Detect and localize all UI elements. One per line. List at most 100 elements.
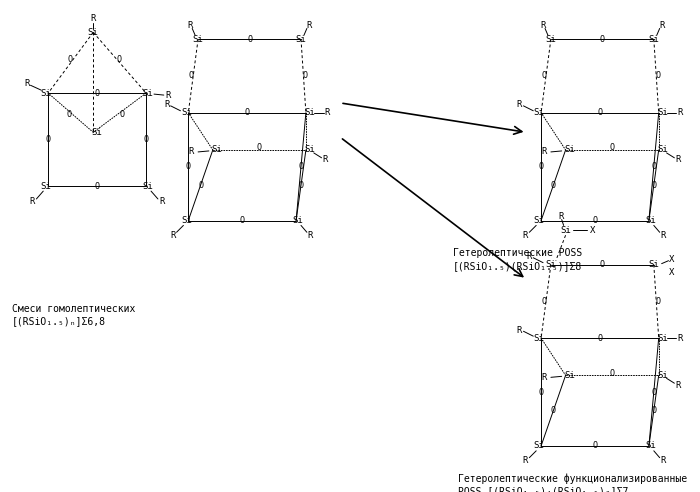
Text: Si: Si bbox=[645, 216, 656, 225]
Text: O: O bbox=[597, 334, 603, 342]
Text: R: R bbox=[523, 456, 528, 465]
Text: O: O bbox=[651, 388, 657, 397]
Text: O: O bbox=[247, 35, 252, 44]
Text: X: X bbox=[590, 226, 596, 235]
Text: Si: Si bbox=[181, 108, 192, 117]
Text: Si: Si bbox=[143, 89, 153, 97]
Text: R: R bbox=[517, 326, 522, 335]
Text: Si: Si bbox=[304, 108, 315, 117]
Text: Si: Si bbox=[41, 89, 52, 97]
Text: Si: Si bbox=[181, 216, 192, 225]
Text: O: O bbox=[257, 144, 262, 153]
Text: O: O bbox=[189, 71, 194, 81]
Text: Si: Si bbox=[645, 441, 656, 450]
Text: R: R bbox=[170, 231, 175, 240]
Text: O: O bbox=[610, 369, 615, 378]
Text: O: O bbox=[651, 162, 657, 171]
Text: R: R bbox=[541, 373, 547, 382]
Text: R: R bbox=[541, 148, 547, 156]
Text: Si: Si bbox=[534, 216, 545, 225]
Text: R: R bbox=[660, 456, 665, 465]
Text: R: R bbox=[540, 21, 546, 30]
Text: Si: Si bbox=[657, 146, 668, 154]
Text: O: O bbox=[542, 297, 547, 306]
Text: O: O bbox=[94, 182, 99, 191]
Text: O: O bbox=[538, 162, 544, 171]
Text: Si: Si bbox=[88, 28, 99, 37]
Text: Si: Si bbox=[41, 182, 52, 191]
Text: Si: Si bbox=[545, 260, 557, 269]
Text: O: O bbox=[651, 181, 657, 190]
Text: O: O bbox=[298, 181, 304, 190]
Text: O: O bbox=[186, 162, 191, 171]
Text: O: O bbox=[94, 89, 99, 97]
Text: O: O bbox=[597, 108, 603, 117]
Text: O: O bbox=[119, 110, 124, 119]
Text: Si: Si bbox=[534, 441, 545, 450]
Text: O: O bbox=[592, 216, 598, 225]
Text: R: R bbox=[90, 14, 96, 23]
Text: O: O bbox=[542, 71, 547, 81]
Text: R: R bbox=[307, 231, 312, 240]
Text: O: O bbox=[66, 110, 71, 119]
Text: R: R bbox=[558, 212, 564, 221]
Text: Гетеролептические POSS: Гетеролептические POSS bbox=[453, 248, 582, 258]
Text: Si: Si bbox=[648, 35, 659, 44]
Text: POSS [(RSiO₁.₅)₄(RSiO₁.₅)₃]Σ7: POSS [(RSiO₁.₅)₄(RSiO₁.₅)₃]Σ7 bbox=[458, 486, 628, 492]
Text: R: R bbox=[678, 108, 683, 117]
Text: O: O bbox=[651, 406, 657, 415]
Text: Si: Si bbox=[293, 216, 303, 225]
Text: Si: Si bbox=[534, 334, 545, 342]
Text: Si: Si bbox=[143, 182, 153, 191]
Text: R: R bbox=[676, 381, 681, 390]
Text: O: O bbox=[46, 135, 50, 144]
Text: R: R bbox=[526, 252, 532, 261]
Text: Гетеролептические функционализированные: Гетеролептические функционализированные bbox=[458, 473, 687, 484]
Text: [(RSiO₁.₅)ₙ]Σ6,8: [(RSiO₁.₅)ₙ]Σ6,8 bbox=[12, 316, 106, 327]
Text: O: O bbox=[600, 35, 605, 44]
Text: R: R bbox=[517, 100, 522, 109]
Text: Si: Si bbox=[545, 35, 557, 44]
Text: X: X bbox=[668, 255, 674, 264]
Text: R: R bbox=[323, 155, 328, 164]
Text: Смеси гомолептических: Смеси гомолептических bbox=[12, 304, 135, 314]
Text: R: R bbox=[678, 334, 683, 342]
Text: Si: Si bbox=[211, 146, 222, 154]
Text: O: O bbox=[116, 55, 122, 64]
Text: Si: Si bbox=[534, 108, 545, 117]
Text: R: R bbox=[523, 231, 528, 240]
Text: [(RSiO₁.₅)(RSiO₁.₅)]Σ8: [(RSiO₁.₅)(RSiO₁.₅)]Σ8 bbox=[453, 261, 582, 271]
Text: Si: Si bbox=[657, 371, 668, 380]
Text: Si: Si bbox=[560, 226, 571, 235]
Text: R: R bbox=[164, 100, 169, 109]
Text: Si: Si bbox=[564, 146, 575, 154]
Text: Si: Si bbox=[304, 146, 315, 154]
Text: O: O bbox=[656, 71, 661, 81]
Text: O: O bbox=[198, 181, 203, 190]
Text: O: O bbox=[239, 216, 245, 225]
Text: R: R bbox=[24, 79, 29, 88]
Text: O: O bbox=[298, 162, 304, 171]
Text: R: R bbox=[188, 21, 193, 30]
Text: R: R bbox=[676, 155, 681, 164]
Text: Si: Si bbox=[295, 35, 307, 44]
Text: Si: Si bbox=[657, 108, 668, 117]
Text: Si: Si bbox=[92, 128, 102, 137]
Text: O: O bbox=[303, 71, 308, 81]
Text: Si: Si bbox=[193, 35, 204, 44]
Text: O: O bbox=[610, 144, 615, 153]
Text: X: X bbox=[668, 268, 674, 277]
Text: O: O bbox=[538, 388, 544, 397]
Text: O: O bbox=[600, 260, 605, 269]
Text: O: O bbox=[67, 55, 73, 64]
Text: O: O bbox=[551, 181, 556, 190]
Text: O: O bbox=[656, 297, 661, 306]
Text: R: R bbox=[325, 108, 330, 117]
Text: O: O bbox=[144, 135, 148, 144]
Text: Si: Si bbox=[657, 334, 668, 342]
Text: Si: Si bbox=[648, 260, 659, 269]
Text: R: R bbox=[306, 21, 312, 30]
Text: R: R bbox=[188, 148, 194, 156]
Text: Si: Si bbox=[564, 371, 575, 380]
Text: R: R bbox=[660, 231, 665, 240]
